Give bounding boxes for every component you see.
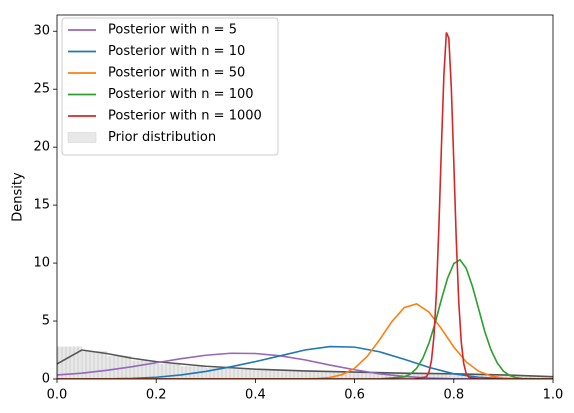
legend-label: Prior distribution bbox=[108, 130, 216, 145]
prior-hatch bbox=[329, 372, 355, 379]
prior-hatch bbox=[280, 370, 305, 379]
legend-label: Posterior with n = 50 bbox=[108, 66, 245, 81]
prior-hatch bbox=[379, 373, 405, 379]
axes-frame bbox=[56, 14, 554, 380]
prior-hatch bbox=[404, 373, 429, 379]
prior-hatch bbox=[106, 355, 132, 379]
legend-label: Posterior with n = 100 bbox=[108, 87, 254, 102]
prior-hatch bbox=[230, 369, 256, 379]
series-line bbox=[57, 345, 553, 379]
legend-label: Posterior with n = 5 bbox=[108, 23, 237, 38]
series-line bbox=[57, 303, 553, 379]
x-tick-label: 0.6 bbox=[344, 388, 365, 403]
prior-hatch bbox=[478, 374, 504, 379]
prior-hatch bbox=[429, 373, 454, 379]
prior-hatch bbox=[528, 376, 553, 379]
plot-area bbox=[57, 32, 553, 379]
prior-hatch bbox=[205, 367, 231, 379]
series-line bbox=[57, 258, 553, 379]
legend: Posterior with n = 5 Posterior with n = 1… bbox=[61, 17, 279, 156]
y-tick-label: 0 bbox=[42, 372, 50, 387]
prior-hatch bbox=[354, 372, 380, 379]
legend-label: Posterior with n = 1000 bbox=[108, 109, 262, 124]
prior-hatch bbox=[81, 351, 107, 379]
y-axis-label: Density bbox=[11, 172, 26, 222]
legend-box bbox=[61, 17, 279, 156]
y-tick-label: 25 bbox=[33, 82, 50, 97]
series-line bbox=[57, 32, 553, 379]
y-tick-label: 20 bbox=[33, 140, 50, 155]
y-tick-label: 15 bbox=[33, 198, 50, 213]
x-tick-label: 0.4 bbox=[245, 388, 266, 403]
prior-hatch bbox=[453, 374, 479, 379]
legend-swatch bbox=[67, 132, 97, 143]
prior-hatch bbox=[255, 370, 281, 379]
legend-label: Posterior with n = 10 bbox=[108, 44, 245, 59]
x-tick-label: 0.2 bbox=[146, 388, 167, 403]
y-tick-label: 5 bbox=[42, 314, 50, 329]
x-tick-label: 0.8 bbox=[443, 388, 464, 403]
y-tick-label: 10 bbox=[33, 256, 50, 271]
x-tick-label: 1.0 bbox=[543, 388, 564, 403]
y-tick-label: 30 bbox=[33, 24, 50, 39]
prior-hatch bbox=[305, 371, 330, 379]
x-tick-label: 0.0 bbox=[47, 388, 68, 403]
